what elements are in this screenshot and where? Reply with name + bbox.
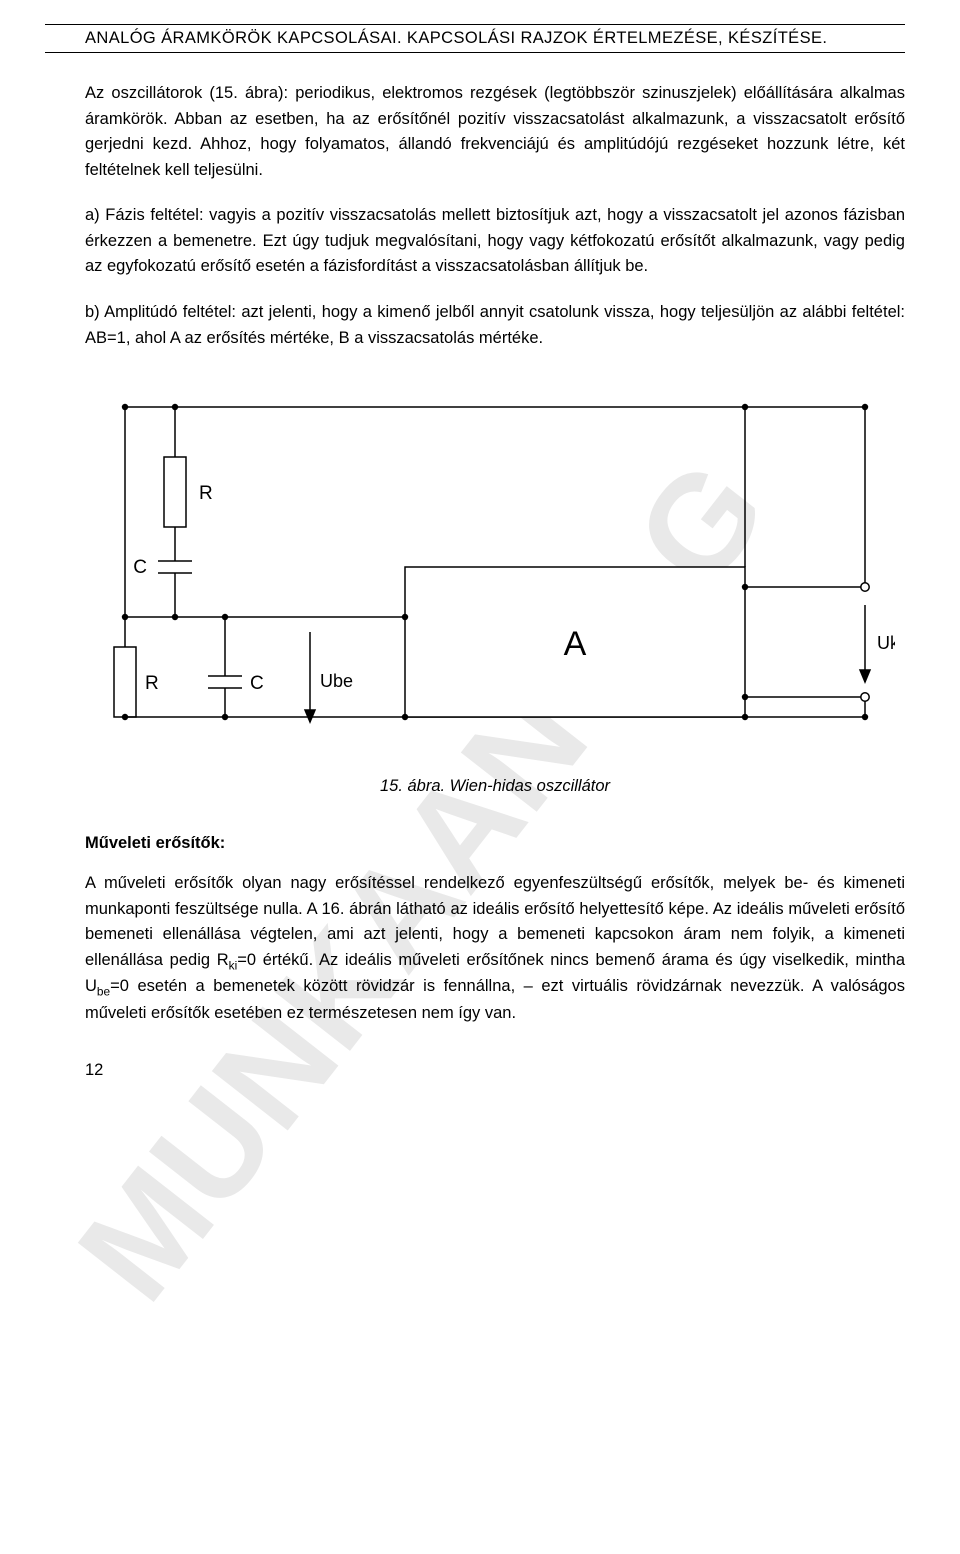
node-dot: [742, 694, 748, 700]
subheading-opamps: Műveleti erősítők:: [85, 834, 905, 853]
paragraph-intro: Az oszcillátorok (15. ábra): periodikus,…: [85, 81, 905, 183]
label-r1: R: [199, 483, 213, 504]
paragraph-opamps: A műveleti erősítők olyan nagy erősítéss…: [85, 871, 905, 1027]
node-dot: [862, 404, 868, 410]
header-title: ANALÓG ÁRAMKÖRÖK KAPCSOLÁSAI. KAPCSOLÁSI…: [85, 29, 827, 47]
label-c2: C: [250, 673, 264, 694]
uki-arrow-head: [860, 670, 870, 682]
node-dot: [862, 714, 868, 720]
terminal-out-top: [861, 583, 869, 591]
circuit-diagram-svg: R C R C Ube A Uki: [95, 387, 895, 747]
node-dot: [172, 404, 178, 410]
terminal-out-bottom: [861, 693, 869, 701]
figure-wien-bridge: R C R C Ube A Uki: [85, 387, 905, 747]
label-amp-a: A: [564, 625, 587, 663]
node-dot: [402, 614, 408, 620]
node-dot: [222, 614, 228, 620]
node-dot: [122, 404, 128, 410]
page-number: 12: [85, 1061, 905, 1080]
node-dot: [222, 714, 228, 720]
sub-ki: ki: [229, 958, 238, 972]
node-dot: [122, 714, 128, 720]
figure-caption: 15. ábra. Wien-hidas oszcillátor: [85, 777, 905, 796]
resistor-r1: [164, 457, 186, 527]
label-r2: R: [145, 673, 159, 694]
label-c1: C: [133, 557, 147, 578]
resistor-r2: [114, 647, 136, 717]
sub-be: be: [97, 985, 110, 999]
node-dot: [402, 714, 408, 720]
node-dot: [172, 614, 178, 620]
paragraph-phase: a) Fázis feltétel: vagyis a pozitív viss…: [85, 203, 905, 280]
node-dot: [122, 614, 128, 620]
node-dot: [742, 714, 748, 720]
page-header: ANALÓG ÁRAMKÖRÖK KAPCSOLÁSAI. KAPCSOLÁSI…: [45, 24, 905, 53]
node-dot: [742, 584, 748, 590]
label-ube: Ube: [320, 671, 353, 691]
p4-part-c: =0 esetén a bemenetek között rövidzár is…: [85, 977, 905, 1022]
paragraph-amplitude: b) Amplitúdó feltétel: azt jelenti, hogy…: [85, 300, 905, 351]
node-dot: [742, 404, 748, 410]
label-uki: Uki: [877, 633, 895, 653]
ube-arrow-head: [305, 710, 315, 722]
